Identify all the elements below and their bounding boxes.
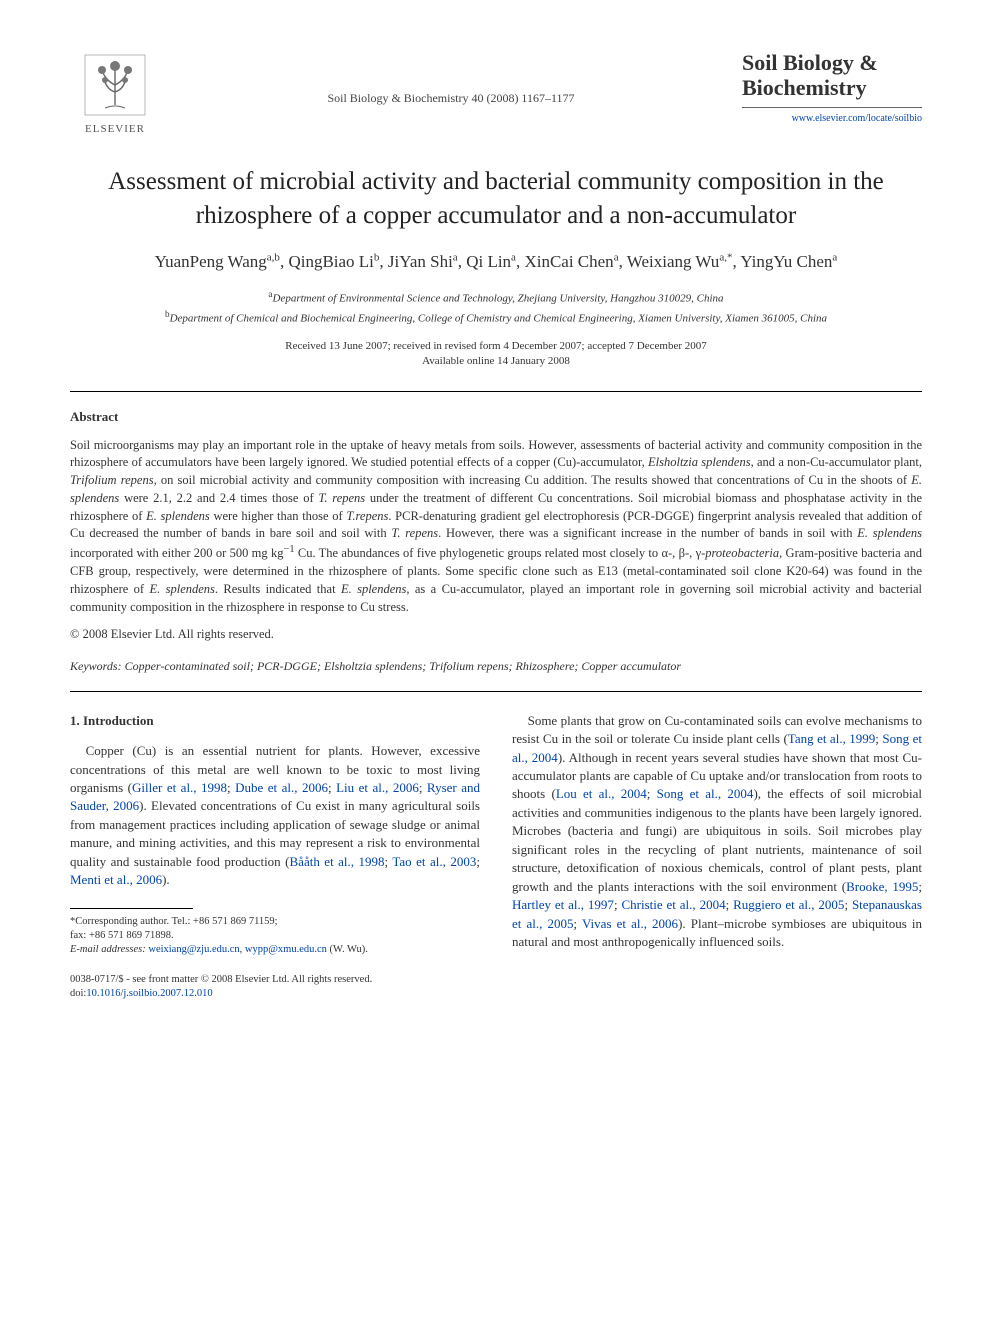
elsevier-tree-icon xyxy=(80,50,150,120)
corresponding-author: *Corresponding author. Tel.: +86 571 869… xyxy=(70,915,480,929)
affiliation-a: aDepartment of Environmental Science and… xyxy=(70,288,922,307)
intro-para-2: Some plants that grow on Cu-contaminated… xyxy=(512,712,922,952)
publisher-name: ELSEVIER xyxy=(85,122,145,137)
intro-para-1: Copper (Cu) is an essential nutrient for… xyxy=(70,742,480,890)
abstract-body: Soil microorganisms may play an importan… xyxy=(70,437,922,617)
email-link-2[interactable]: wypp@xmu.edu.cn xyxy=(245,944,327,955)
keywords: Keywords: Copper-contaminated soil; PCR-… xyxy=(70,658,922,675)
keywords-text: Copper-contaminated soil; PCR-DGGE; Elsh… xyxy=(125,659,681,673)
affiliations: aDepartment of Environmental Science and… xyxy=(70,288,922,326)
section-1-heading: 1. Introduction xyxy=(70,712,480,730)
doi-line: doi:10.1016/j.soilbio.2007.12.010 xyxy=(70,987,480,1001)
email-label: E-mail addresses: xyxy=(70,944,146,955)
front-matter-line: 0038-0717/$ - see front matter © 2008 El… xyxy=(70,973,480,987)
keywords-label: Keywords: xyxy=(70,659,122,673)
article-title: Assessment of microbial activity and bac… xyxy=(70,165,922,233)
header-row: ELSEVIER Soil Biology & Biochemistry 40 … xyxy=(70,50,922,137)
journal-box: Soil Biology & Biochemistry www.elsevier… xyxy=(742,50,922,126)
page-root: ELSEVIER Soil Biology & Biochemistry 40 … xyxy=(0,0,992,1051)
footnotes: *Corresponding author. Tel.: +86 571 869… xyxy=(70,915,480,958)
author-list: YuanPeng Wanga,b, QingBiao Lib, JiYan Sh… xyxy=(70,249,922,275)
bottom-meta: 0038-0717/$ - see front matter © 2008 El… xyxy=(70,973,480,1000)
fax-line: fax: +86 571 869 71898. xyxy=(70,929,480,943)
two-column-body: 1. Introduction Copper (Cu) is an essent… xyxy=(70,712,922,1001)
online-line: Available online 14 January 2008 xyxy=(70,354,922,369)
abstract-heading: Abstract xyxy=(70,408,922,426)
rule-top xyxy=(70,391,922,392)
email-link-1[interactable]: weixiang@zju.edu.cn xyxy=(148,944,239,955)
footnote-separator xyxy=(70,908,193,909)
publisher-logo: ELSEVIER xyxy=(70,50,160,137)
journal-url[interactable]: www.elsevier.com/locate/soilbio xyxy=(742,112,922,126)
received-line: Received 13 June 2007; received in revis… xyxy=(70,339,922,354)
rule-bottom xyxy=(70,691,922,692)
copyright-line: © 2008 Elsevier Ltd. All rights reserved… xyxy=(70,626,922,644)
journal-name: Soil Biology & Biochemistry xyxy=(742,50,922,108)
email-line: E-mail addresses: weixiang@zju.edu.cn, w… xyxy=(70,943,480,957)
affiliation-b: bDepartment of Chemical and Biochemical … xyxy=(70,308,922,327)
doi-link[interactable]: 10.1016/j.soilbio.2007.12.010 xyxy=(86,988,212,999)
right-column: Some plants that grow on Cu-contaminated… xyxy=(512,712,922,1001)
left-column: 1. Introduction Copper (Cu) is an essent… xyxy=(70,712,480,1001)
article-dates: Received 13 June 2007; received in revis… xyxy=(70,339,922,370)
citation-line: Soil Biology & Biochemistry 40 (2008) 11… xyxy=(160,50,742,107)
